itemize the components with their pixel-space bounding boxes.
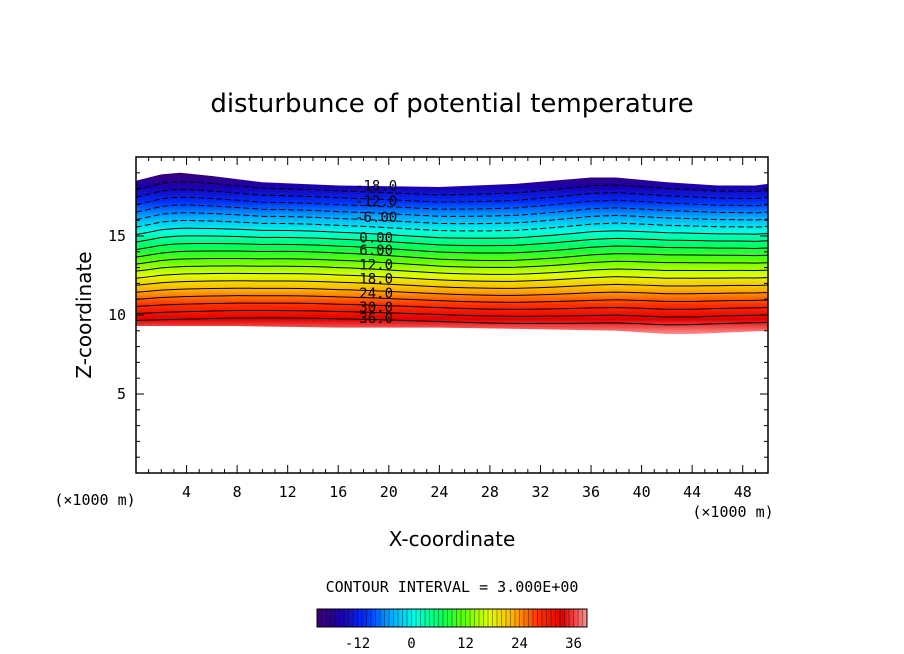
contour-label: 30.0 xyxy=(359,300,393,316)
contour-line xyxy=(136,235,768,247)
chart-title: disturbunce of potential temperature xyxy=(210,89,693,119)
x-tick-label: 8 xyxy=(233,483,242,501)
x-tick-label: 24 xyxy=(430,483,448,501)
contour-field xyxy=(136,172,768,334)
x-tick-label: 28 xyxy=(481,483,499,501)
contour-interval-label: CONTOUR INTERVAL = 3.000E+00 xyxy=(326,578,579,596)
contour-line xyxy=(136,181,768,196)
contour-label: 18.0 xyxy=(359,272,393,288)
x-tick-label: 20 xyxy=(380,483,398,501)
contour-line xyxy=(136,287,768,296)
x-tick-label: 48 xyxy=(734,483,752,501)
contour-label: -6.00 xyxy=(355,210,397,226)
contour-line xyxy=(136,227,768,239)
x-tick-label: 44 xyxy=(683,483,701,501)
contour-line xyxy=(136,219,768,232)
x-unit-label: (×1000 m) xyxy=(692,503,773,521)
contour-label: -18.0 xyxy=(355,178,397,194)
contour-line xyxy=(136,295,768,303)
contour-line xyxy=(136,204,768,217)
contour-label: 24.0 xyxy=(359,286,393,302)
colorbar: -12 0 12 24 36 xyxy=(316,608,588,652)
contour-line xyxy=(136,310,768,318)
contour-line xyxy=(136,265,768,275)
y-axis-label: Z-coordinate xyxy=(72,251,96,378)
colorbar-ticks: -12 0 12 24 36 xyxy=(345,636,582,652)
y-axis-ticks: 5 10 15 xyxy=(108,156,768,474)
contour-label: 12.0 xyxy=(359,257,393,273)
y-tick-label: 15 xyxy=(108,227,126,245)
contour-label: 6.00 xyxy=(359,243,393,259)
field-area xyxy=(136,172,768,334)
z-unit-label: (×1000 m) xyxy=(54,491,135,509)
contour-line xyxy=(136,188,768,203)
contour-labels: -18.0-12.0-6.00 0.006.0012.018.024.030.03… xyxy=(355,178,397,327)
x-tick-label: 12 xyxy=(279,483,297,501)
colorbar-separators xyxy=(321,609,583,627)
x-tick-label: 40 xyxy=(633,483,651,501)
x-axis-ticks: 4 8 12 16 20 24 28 32 36 40 44 48 xyxy=(135,157,769,501)
contour-label: 36.0 xyxy=(359,311,393,327)
contour-line xyxy=(136,317,768,326)
colorbar-tick-label: 36 xyxy=(565,636,582,652)
colorbar-tick-label: 0 xyxy=(407,636,415,652)
colorbar-tick-label: 12 xyxy=(457,636,474,652)
contour-line xyxy=(136,257,768,268)
contour-label: 0.00 xyxy=(359,231,393,247)
contour-line xyxy=(136,272,768,282)
contour-line xyxy=(136,212,768,225)
contour-line xyxy=(136,243,768,254)
x-axis-label: X-coordinate xyxy=(389,527,516,551)
contour-line xyxy=(136,250,768,261)
colorbar-tick-label: 24 xyxy=(511,636,528,652)
x-tick-label: 16 xyxy=(329,483,347,501)
y-tick-label: 5 xyxy=(117,385,126,403)
x-tick-label: 36 xyxy=(582,483,600,501)
contour-line xyxy=(136,302,768,310)
contour-lines xyxy=(136,181,768,326)
colorbar-frame xyxy=(316,608,588,628)
contour-line xyxy=(136,280,768,289)
x-tick-label: 4 xyxy=(182,483,191,501)
contour-line xyxy=(136,196,768,210)
colorbar-tick-label: -12 xyxy=(345,636,370,652)
y-tick-label: 10 xyxy=(108,306,126,324)
x-tick-label: 32 xyxy=(531,483,549,501)
contour-label: -12.0 xyxy=(355,194,397,210)
